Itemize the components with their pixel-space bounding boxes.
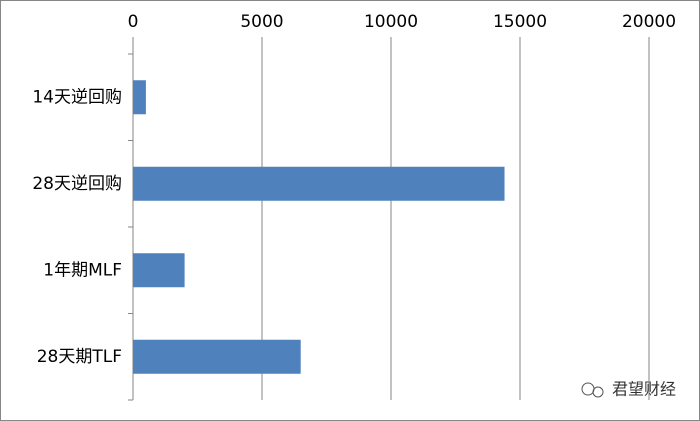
bar [133,166,505,201]
y-tick-label: 14天逆回购 [32,87,122,107]
y-tick-label: 1年期MLF [43,260,122,280]
x-tick-label: 20000 [622,12,676,32]
watermark-icon [592,386,604,398]
y-tick-label: 28天期TLF [37,347,122,367]
watermark: 君望财经 [581,380,676,399]
y-tick-label: 28天逆回购 [32,174,122,194]
x-tick-label: 5000 [240,12,283,32]
bar [133,253,185,288]
bar [133,339,301,374]
bar [133,80,146,115]
x-tick-label: 15000 [493,12,547,32]
watermark-text: 君望财经 [612,380,676,399]
x-tick-label: 10000 [364,12,418,32]
x-tick-label: 0 [128,12,139,32]
